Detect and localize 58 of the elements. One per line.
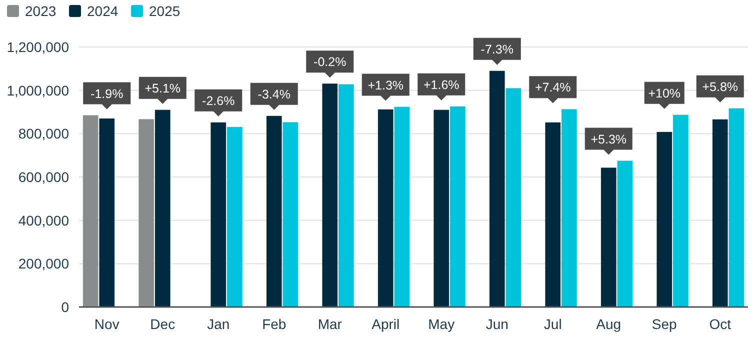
legend-label: 2024 [87,3,118,19]
x-tick-label: Mar [318,316,342,332]
y-tick-label: 0 [61,299,70,315]
bar [506,88,522,307]
bar [728,108,744,307]
bar [394,106,410,307]
legend-label: 2025 [149,3,180,19]
x-tick-label: Sep [652,316,678,332]
annotation: -1.9% [90,86,124,101]
x-tick-label: Oct [709,316,732,332]
x-tick-label: Aug [596,316,622,332]
bar [562,109,577,307]
y-tick-label: 600,000 [18,169,70,185]
x-tick-label: April [372,316,400,332]
annotation: -0.2% [314,55,346,70]
bar [154,110,170,307]
x-tick-label: Jun [486,316,508,332]
bar [378,109,394,307]
bar [322,84,338,307]
legend-label: 2023 [25,3,56,19]
x-tick-label: Feb [262,316,286,332]
bar [282,122,298,307]
bar [673,114,688,307]
bar [210,122,226,307]
bar [266,116,282,307]
x-tick-label: Jul [544,316,562,332]
annotation: +5.1% [144,81,181,96]
annotation: -7.3% [480,42,514,56]
bar [450,106,466,307]
annotation: -3.4% [258,87,290,102]
bar [617,160,633,307]
bar [227,126,242,307]
bar [600,168,616,307]
annotation: -2.6% [202,94,235,108]
annotation: +7.4% [534,80,571,95]
annotation: +5.3% [590,132,627,146]
bar [434,110,450,307]
bar [656,132,672,307]
x-tick-label: Nov [94,316,120,332]
x-tick-label: Jan [207,316,230,332]
y-tick-label: 800,000 [18,126,70,142]
annotation: +1.6% [423,78,460,92]
x-tick-label: Dec [150,316,176,332]
bar [712,119,728,307]
bar [489,70,505,307]
y-tick-label: 400,000 [18,212,70,228]
y-tick-label: 1,000,000 [6,82,70,98]
bar [82,115,98,307]
y-tick-label: 1,200,000 [6,39,70,55]
annotation: +1.3% [368,78,404,92]
y-tick-label: 200,000 [18,256,70,272]
bar [138,119,154,307]
x-tick-label: May [428,316,455,332]
bar [545,122,561,307]
bar [99,118,115,307]
bar [338,84,354,307]
annotation: +10% [648,86,681,100]
annotation: +5.8% [702,80,738,94]
